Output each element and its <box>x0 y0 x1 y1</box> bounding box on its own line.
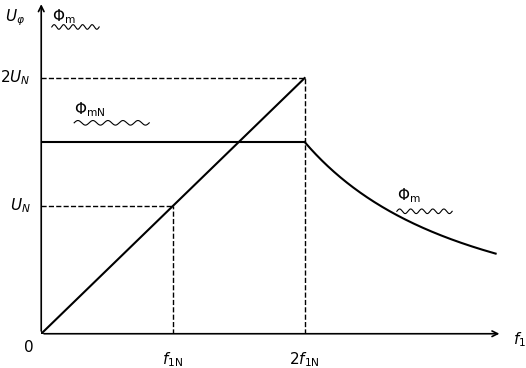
Text: $\Phi_{\mathrm{m}}$: $\Phi_{\mathrm{m}}$ <box>52 8 75 26</box>
Text: $f_{1\mathrm{N}}$: $f_{1\mathrm{N}}$ <box>163 350 184 368</box>
Text: $\Phi_{\mathrm{m}}$: $\Phi_{\mathrm{m}}$ <box>397 186 420 205</box>
Text: $U_N$: $U_N$ <box>10 197 31 215</box>
Text: $U_{\varphi}$: $U_{\varphi}$ <box>5 8 25 28</box>
Text: $0$: $0$ <box>23 339 33 354</box>
Text: $f_1$: $f_1$ <box>513 331 526 350</box>
Text: $2f_{1\mathrm{N}}$: $2f_{1\mathrm{N}}$ <box>289 350 320 368</box>
Text: $2U_N$: $2U_N$ <box>0 69 31 88</box>
Text: $\Phi_{\mathrm{mN}}$: $\Phi_{\mathrm{mN}}$ <box>74 100 106 119</box>
